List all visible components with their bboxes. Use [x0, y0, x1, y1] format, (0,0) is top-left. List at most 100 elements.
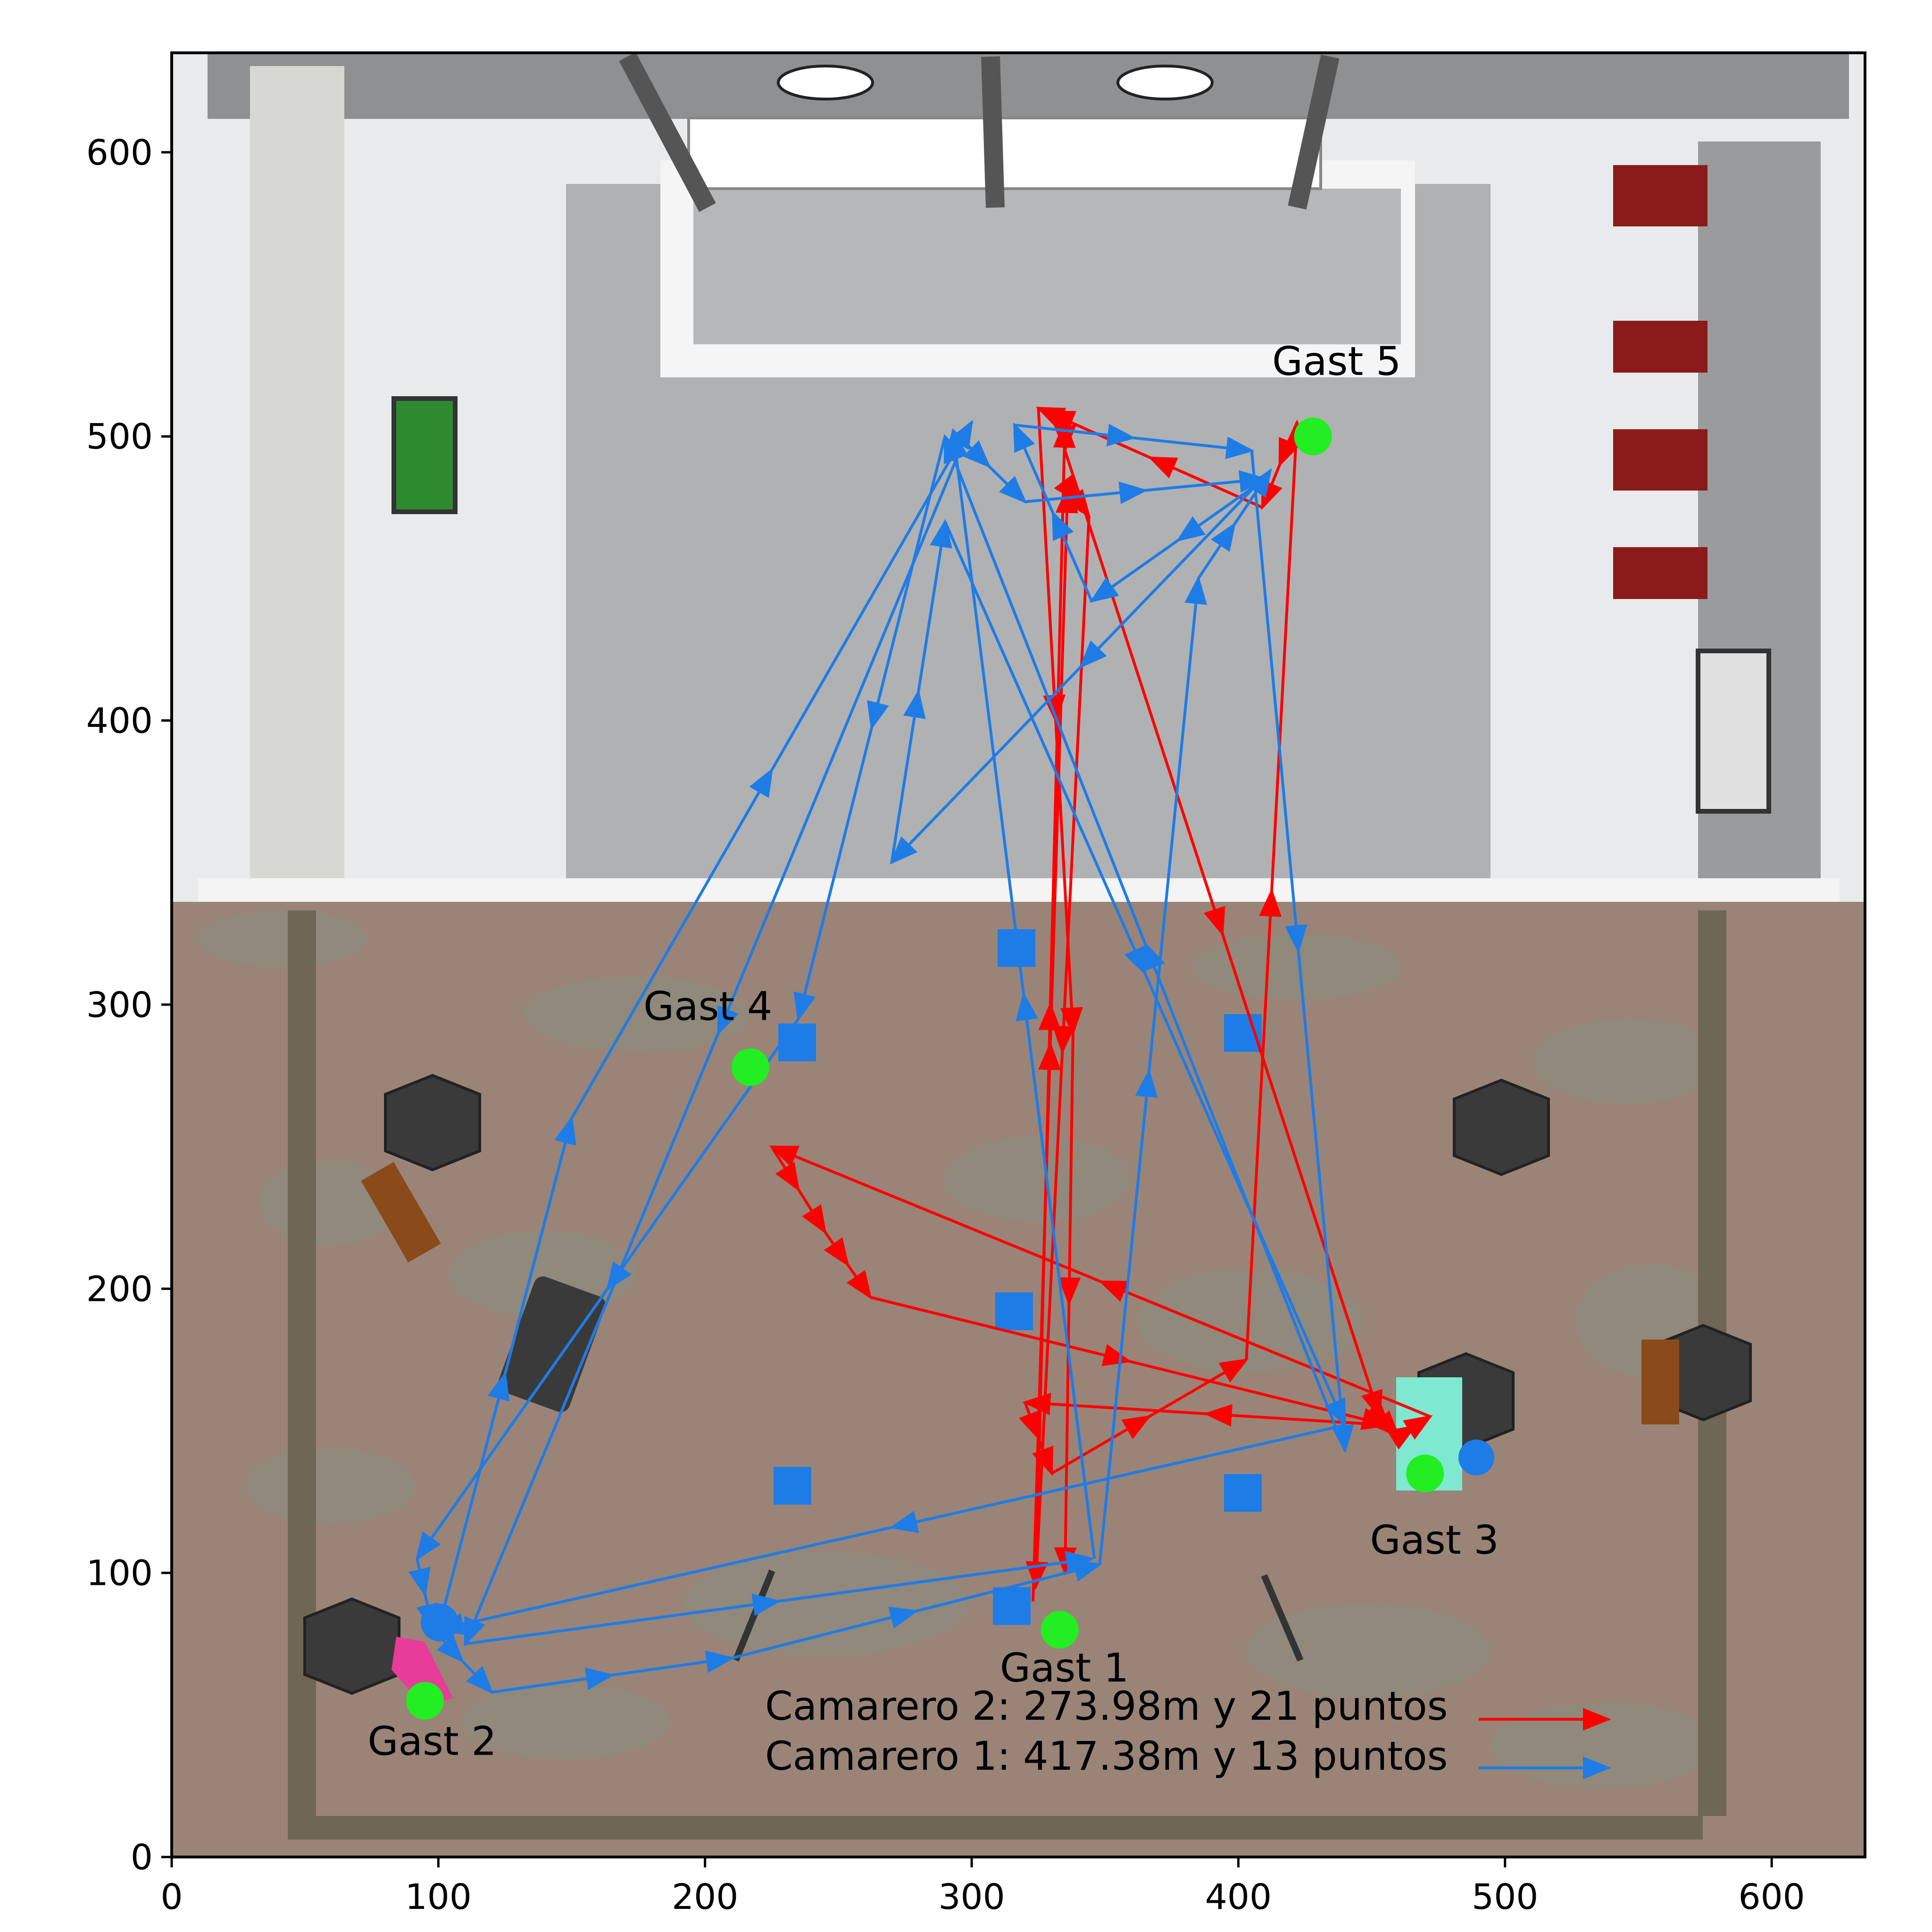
path-segment [1034, 1001, 1061, 1587]
path-segment [1014, 424, 1136, 447]
table-icon [993, 1587, 1031, 1625]
x-tick-label: 400 [1205, 1877, 1272, 1917]
wall-vent [1696, 649, 1771, 814]
guest-marker [1406, 1454, 1444, 1492]
path-segment [1024, 481, 1148, 504]
arcade-machine-3 [1613, 429, 1707, 491]
series-1 [769, 407, 1433, 1601]
path-segment [889, 1424, 1346, 1533]
path-segment [1013, 422, 1055, 514]
table-icon [778, 1024, 816, 1061]
lounge-sofa [498, 1276, 606, 1412]
path-segment [1089, 539, 1179, 603]
legend-label-camarero-1: Camarero 1: 417.38m y 13 puntos [765, 1733, 1448, 1779]
path-segment [917, 518, 952, 692]
path-segment [1098, 1280, 1431, 1418]
path-segment [797, 1188, 827, 1234]
planter-bottom [288, 1816, 1703, 1840]
path-segment [1143, 973, 1347, 1428]
path-segment [1133, 436, 1255, 459]
bench-brown-right [1641, 1340, 1679, 1424]
beam-center [981, 56, 1005, 208]
ceiling-fan-left [777, 65, 874, 100]
x-axis: 0 100 200 300 400 500 600 [160, 1857, 1805, 1917]
path-segment [464, 1033, 720, 1647]
umbrella-icon [303, 1597, 400, 1695]
path-segment [1278, 421, 1300, 467]
y-tick-label: 300 [86, 985, 153, 1025]
path-segment [890, 689, 926, 863]
guest-marker [1041, 1611, 1079, 1649]
guest-label: Gast 3 [1370, 1517, 1499, 1563]
path-segment [1032, 1437, 1054, 1476]
path-segment [866, 436, 947, 731]
path-segment [769, 1145, 1102, 1283]
path-segment [1297, 950, 1354, 1454]
guest-marker [406, 1682, 444, 1720]
guest-markers: Gast 1 Gast 2 Gast 3 Gast 4 Gast 5 [367, 338, 1499, 1765]
x-tick-label: 500 [1472, 1877, 1538, 1917]
guest-marker [731, 1048, 769, 1086]
indoor-top-wall [208, 53, 1849, 119]
path-segment [1064, 450, 1225, 937]
path-segment [793, 727, 873, 1022]
path-segment [870, 1296, 1132, 1366]
path-segment [731, 1607, 919, 1660]
path-segment [1054, 720, 1083, 1036]
path-segment [1025, 1051, 1064, 1590]
umbrella-icon [384, 1074, 481, 1172]
path-segment [1051, 510, 1093, 602]
path-segment [1058, 1033, 1081, 1306]
path-segment [1203, 1404, 1388, 1427]
table-icon [774, 1467, 811, 1505]
planter-left [288, 910, 316, 1816]
table-icon [995, 1292, 1033, 1330]
path-segment [890, 666, 1083, 865]
path-segment [778, 1551, 1095, 1603]
y-tick-label: 500 [86, 416, 153, 457]
guest-marker [1294, 417, 1332, 456]
y-tick-label: 400 [86, 701, 153, 741]
arcade-machine-4 [1613, 547, 1707, 599]
path-segment [824, 1231, 849, 1267]
path-segment [1016, 991, 1096, 1559]
path-segment [1052, 516, 1091, 1055]
path-segment [1197, 522, 1236, 580]
path-segment [465, 1593, 782, 1646]
umbrella-icon [1453, 1078, 1550, 1176]
path-segment [437, 1371, 510, 1630]
y-tick-label: 100 [86, 1553, 153, 1594]
plot-frame [170, 51, 1866, 1858]
path-segment [943, 433, 1147, 944]
path-segment [1250, 450, 1307, 954]
path-segment [461, 1660, 494, 1695]
path-segment [770, 1146, 800, 1192]
path-segment [408, 1558, 431, 1597]
divider-post-right [1261, 1574, 1304, 1662]
path-segment [1037, 408, 1066, 724]
indoor-divider-wall [198, 878, 1840, 902]
bar-shelf [687, 117, 1322, 190]
guest-label: Gast 1 [1000, 1645, 1129, 1691]
x-tick-label: 600 [1739, 1877, 1805, 1917]
path-segment [943, 521, 1147, 976]
indoor-left-shelf [250, 66, 344, 882]
path-segment [491, 1667, 615, 1694]
guest-label: Gast 4 [643, 983, 772, 1029]
path-segment [1148, 1358, 1249, 1418]
table-icon [1224, 1474, 1262, 1512]
path-segment [717, 421, 973, 1036]
path-segment [435, 1526, 892, 1635]
path-segment [846, 1264, 872, 1300]
path-segment [1221, 933, 1383, 1420]
arcade-machine-2 [1613, 321, 1707, 373]
path-segment [503, 1116, 576, 1374]
path-segment [416, 1594, 439, 1632]
path-segment [770, 419, 974, 771]
y-tick-label: 200 [86, 1269, 153, 1309]
stool-icon [1458, 1440, 1494, 1475]
pool-table [391, 396, 458, 514]
legend: Camarero 2: 273.98m y 21 puntos Camarero… [765, 1683, 1611, 1779]
path-segment [1148, 575, 1208, 1072]
y-tick-label: 600 [86, 133, 153, 173]
